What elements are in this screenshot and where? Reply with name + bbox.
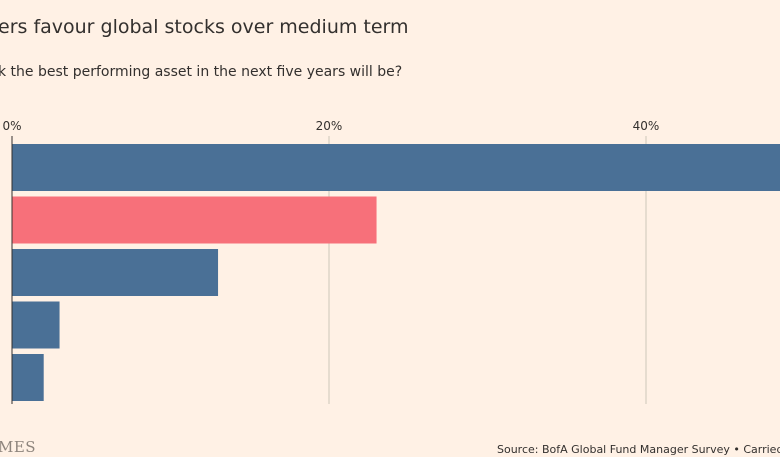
bar-2 [12, 196, 377, 244]
publisher-logo: MES [0, 438, 37, 456]
tick-label: 0% [2, 119, 21, 133]
bar-3 [12, 249, 219, 296]
tick-label: 40% [633, 119, 660, 133]
bar-1 [12, 144, 780, 191]
tick-label: 20% [316, 119, 343, 133]
bar-5 [12, 354, 44, 401]
chart-title: ers favour global stocks over medium ter… [0, 16, 409, 38]
bar-4 [12, 301, 60, 349]
chart-subtitle: k the best performing asset in the next … [0, 64, 403, 80]
source-note: Source: BofA Global Fund Manager Survey … [497, 443, 780, 456]
